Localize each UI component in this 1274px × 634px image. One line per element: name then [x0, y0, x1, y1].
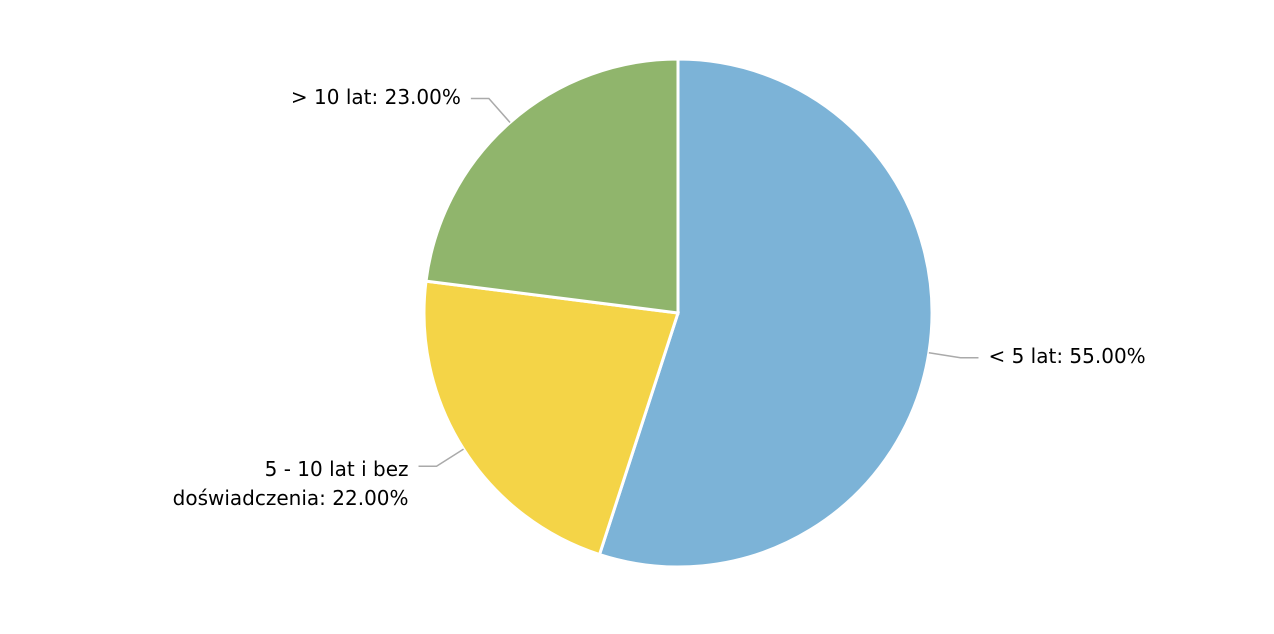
pie-slice — [424, 57, 680, 315]
data-label: 5 - 10 lat i bez doświadczenia: 22.00% — [173, 457, 409, 510]
label-line: doświadczenia: 22.00% — [173, 486, 409, 510]
label-line: 5 - 10 lat i bez — [265, 457, 409, 481]
data-label: < 5 lat: 55.00% — [988, 344, 1145, 368]
pie-slice — [597, 57, 934, 569]
data-label: > 10 lat: 23.00% — [291, 85, 461, 109]
leader-line — [418, 448, 464, 467]
leader-line — [470, 97, 511, 123]
pie-slice — [422, 279, 680, 557]
leader-line — [928, 351, 979, 359]
